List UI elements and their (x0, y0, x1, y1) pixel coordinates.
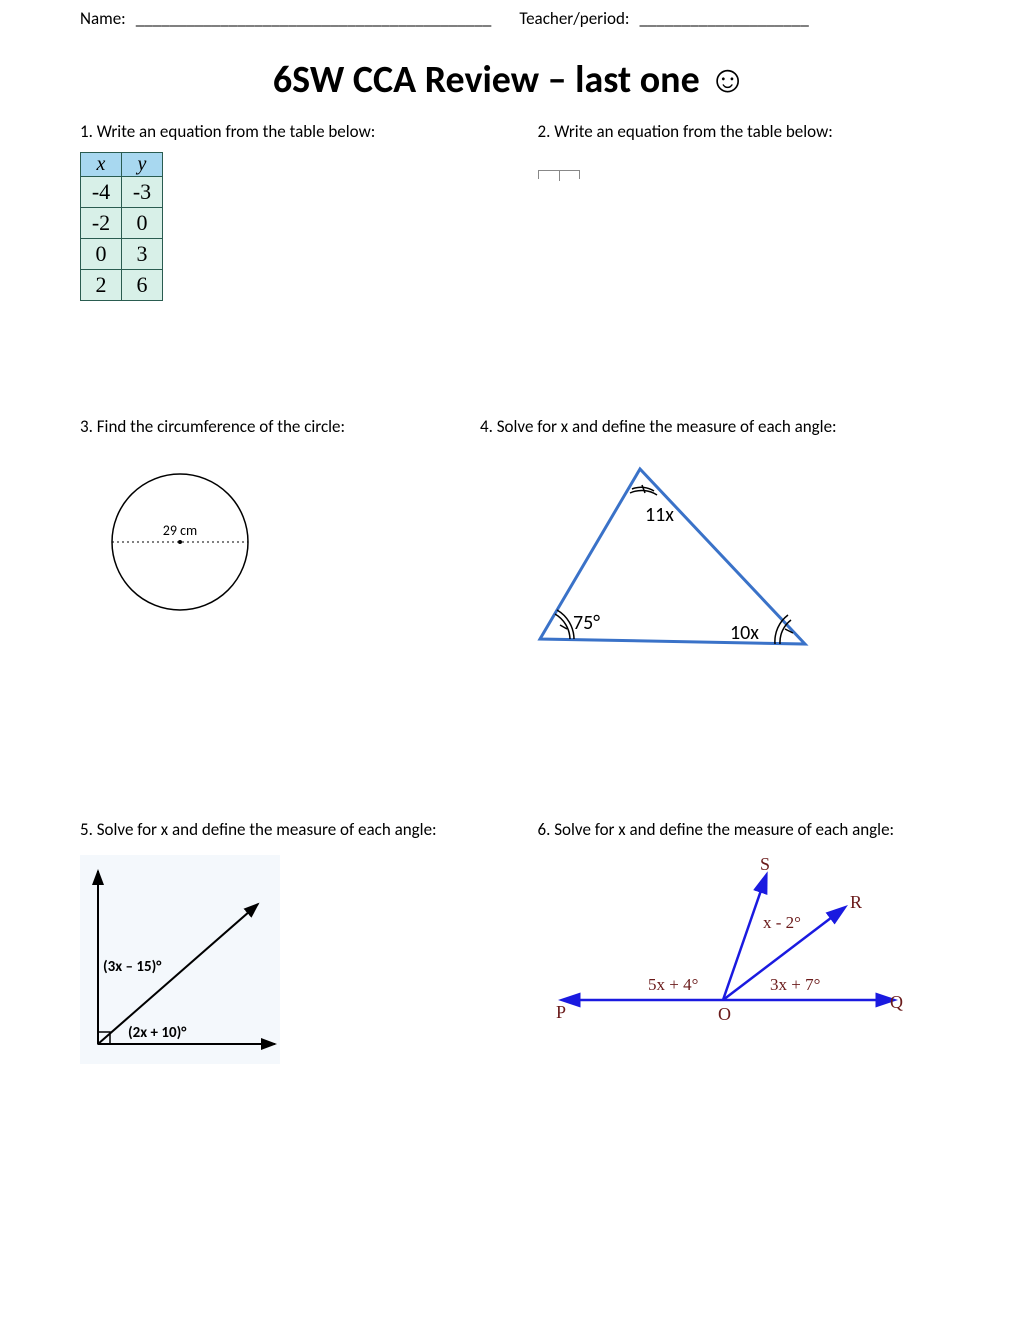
q2-prompt: 2. Write an equation from the table belo… (538, 121, 941, 142)
page-title: 6SW CCA Review – last one ☺ (80, 57, 940, 103)
table-row: 26 (81, 270, 163, 301)
q4-triangle-diagram: 11x 75° 10x (505, 449, 845, 669)
q1-table: x y -4-3 -20 03 26 (80, 152, 163, 301)
question-2: 2. Write an equation from the table belo… (483, 121, 941, 301)
q3-prompt: 3. Find the circumference of the circle: (80, 416, 480, 437)
table-row: -4-3 (81, 177, 163, 208)
q6-angle-pos: 5x + 4° (648, 975, 698, 994)
question-3: 3. Find the circumference of the circle:… (80, 416, 480, 669)
q3-diameter-label: 29 cm (163, 522, 197, 539)
question-5: 5. Solve for x and define the measure of… (80, 819, 483, 1064)
q6-point-o: O (718, 1004, 731, 1024)
q1-th-y: y (122, 153, 163, 177)
q1-prompt: 1. Write an equation from the table belo… (80, 121, 483, 142)
q4-right-angle: 10x (730, 621, 759, 645)
q6-angle-roq: 3x + 7° (770, 975, 820, 994)
q6-angle-sor: x - 2° (763, 913, 801, 932)
q4-prompt: 4. Solve for x and define the measure of… (480, 416, 940, 437)
q6-angle-diagram: P O Q S R 5x + 4° x - 2° 3x + 7° (538, 850, 918, 1030)
question-4: 4. Solve for x and define the measure of… (480, 416, 940, 669)
q4-left-angle: 75° (573, 611, 600, 635)
q6-point-s: S (760, 854, 770, 874)
table-row: -20 (81, 208, 163, 239)
name-blank: ________________________________________… (136, 8, 492, 29)
q4-top-angle: 11x (645, 503, 674, 527)
q5-prompt: 5. Solve for x and define the measure of… (80, 819, 483, 840)
question-1: 1. Write an equation from the table belo… (80, 121, 483, 301)
q5-upper-angle: (3x – 15)° (103, 958, 162, 976)
q5-angle-diagram: (3x – 15)° (2x + 10)° (80, 859, 280, 1064)
table-row: 03 (81, 239, 163, 270)
question-6: 6. Solve for x and define the measure of… (483, 819, 941, 1064)
worksheet-header: Name: __________________________________… (80, 8, 940, 29)
q6-point-r: R (850, 892, 862, 912)
teacher-label: Teacher/period: (519, 8, 629, 29)
name-label: Name: (80, 8, 126, 29)
q6-point-q: Q (890, 992, 903, 1012)
q6-prompt: 6. Solve for x and define the measure of… (538, 819, 941, 840)
q2-stub-table (538, 170, 580, 179)
q3-circle-diagram: 29 cm (80, 457, 280, 627)
q5-lower-angle: (2x + 10)° (128, 1024, 187, 1042)
q6-point-p: P (556, 1002, 566, 1022)
q1-th-x: x (81, 153, 122, 177)
teacher-blank: ____________________ (639, 8, 808, 29)
